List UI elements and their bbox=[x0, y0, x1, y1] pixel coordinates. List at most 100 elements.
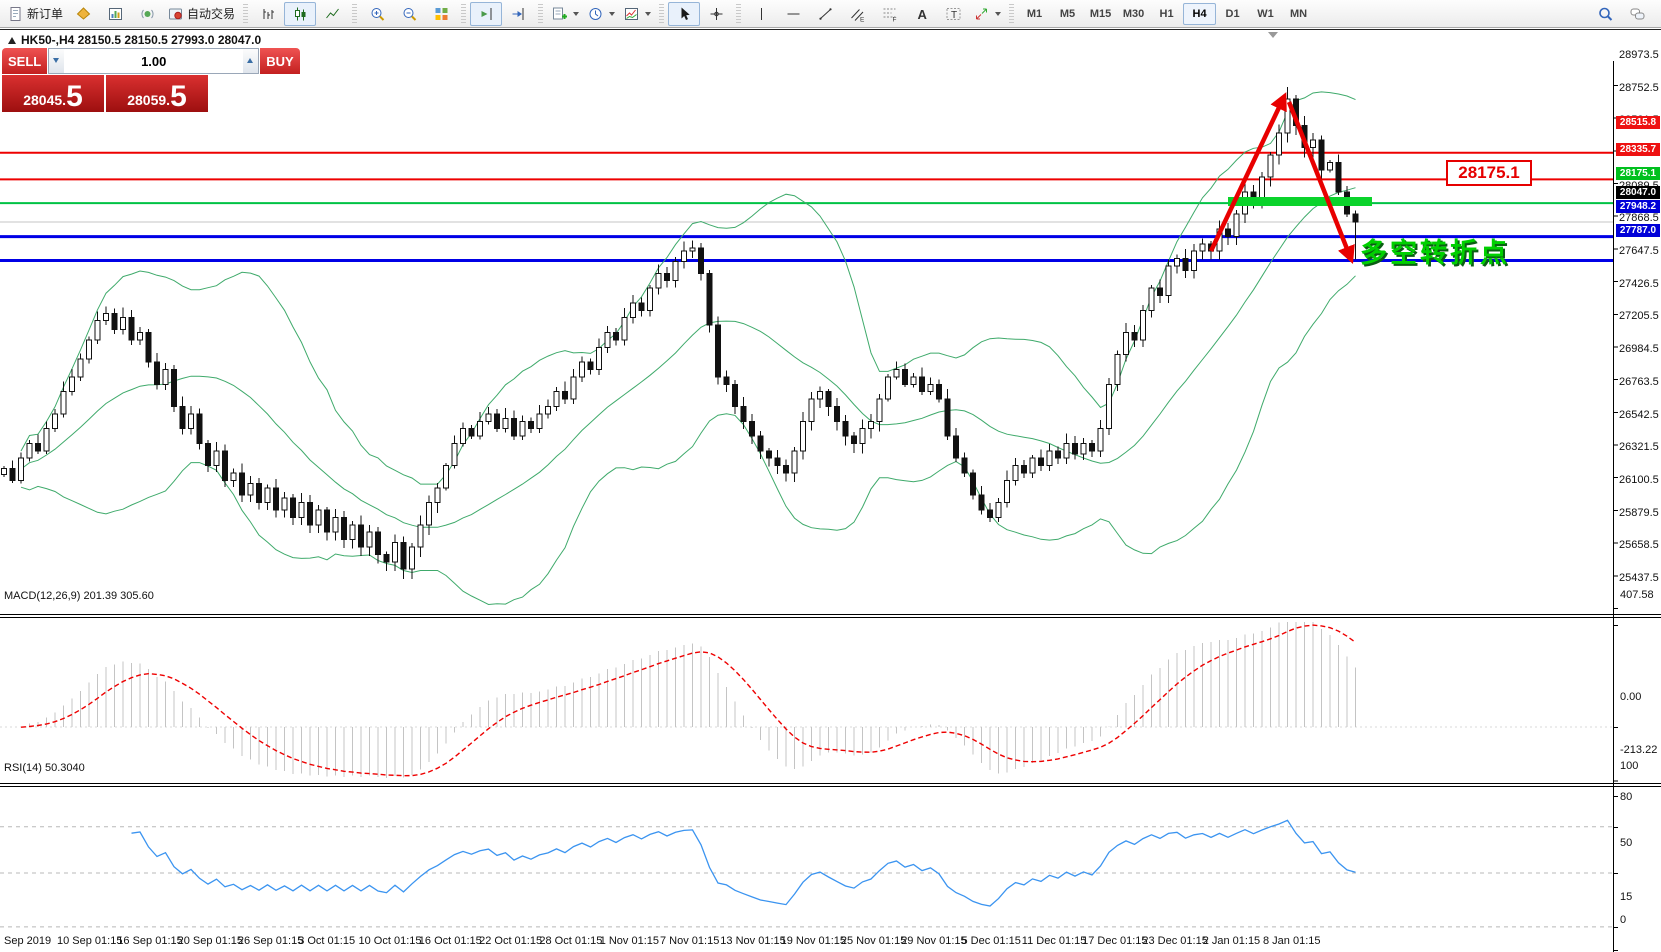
market-watch-icon bbox=[76, 6, 90, 20]
templates-icon bbox=[625, 7, 639, 20]
timeframe-m5-button[interactable]: M5 bbox=[1051, 3, 1084, 25]
line-price-label[interactable]: 27787.0 bbox=[1616, 223, 1660, 237]
price-axis[interactable] bbox=[1614, 31, 1661, 930]
timeframe-d1-button[interactable]: D1 bbox=[1216, 3, 1249, 25]
timeframe-m30-button[interactable]: M30 bbox=[1117, 3, 1150, 25]
turning-point-label[interactable]: 多空转折点 bbox=[1360, 238, 1510, 268]
sell-price-int: 28045 bbox=[23, 92, 63, 108]
main-toolbar: 新订单 自动交易 E F A T M1 M5 M15 M30 H1 H4 D1 W1 MN bbox=[0, 0, 1661, 28]
periods-icon bbox=[589, 7, 602, 20]
svg-text:T: T bbox=[951, 10, 957, 21]
chat-button[interactable] bbox=[1621, 2, 1653, 26]
volume-increase-button[interactable] bbox=[243, 49, 259, 73]
volume-input[interactable] bbox=[64, 49, 244, 73]
chart-shift-marker[interactable] bbox=[1268, 32, 1278, 38]
volume-control bbox=[48, 48, 260, 74]
text-button[interactable]: A bbox=[905, 2, 937, 26]
text-label-button[interactable]: T bbox=[937, 2, 969, 26]
buy-price-frac: 5 bbox=[170, 80, 187, 113]
zoom-out-button[interactable] bbox=[393, 2, 425, 26]
sell-price-dot: . bbox=[62, 92, 67, 108]
zoom-in-icon bbox=[371, 7, 384, 21]
toolbar-grip bbox=[736, 3, 742, 24]
toolbar-grip bbox=[1009, 3, 1015, 24]
trendline-button[interactable] bbox=[809, 2, 841, 26]
sell-price[interactable]: 28045. 5 bbox=[2, 75, 104, 112]
new-order-icon bbox=[10, 6, 21, 21]
fibonacci-button[interactable]: F bbox=[873, 2, 905, 26]
arrows-icon bbox=[976, 8, 988, 19]
timeframe-mn-button[interactable]: MN bbox=[1282, 3, 1315, 25]
chart-canvas[interactable] bbox=[0, 30, 1661, 952]
toolbar-right bbox=[1589, 2, 1653, 26]
sell-button[interactable]: SELL bbox=[2, 48, 48, 74]
buy-price[interactable]: 28059. 5 bbox=[106, 75, 208, 112]
vertical-line-icon bbox=[760, 7, 762, 20]
tile-windows-button[interactable] bbox=[425, 2, 457, 26]
candlestick-chart-button[interactable] bbox=[284, 1, 317, 26]
cursor-icon bbox=[681, 7, 690, 20]
candlestick-chart-icon bbox=[294, 7, 306, 20]
chevron-down-icon bbox=[645, 11, 652, 16]
volume-decrease-button[interactable] bbox=[49, 49, 65, 73]
price-annotation-box[interactable]: 28175.1 bbox=[1446, 160, 1532, 186]
sell-price-frac: 5 bbox=[66, 80, 83, 113]
crosshair-button[interactable] bbox=[700, 2, 732, 26]
zoom-out-icon bbox=[403, 7, 416, 21]
signals-button[interactable] bbox=[131, 2, 163, 26]
arrows-button[interactable] bbox=[969, 2, 1005, 26]
autotrading-button[interactable]: 自动交易 bbox=[163, 2, 239, 26]
time-axis[interactable] bbox=[0, 931, 1613, 952]
line-price-label[interactable]: 28335.7 bbox=[1616, 142, 1660, 156]
horizontal-line-button[interactable] bbox=[777, 2, 809, 26]
timeframe-h1-button-label: H1 bbox=[1159, 7, 1174, 20]
cursor-button[interactable] bbox=[668, 1, 701, 26]
zoom-in-button[interactable] bbox=[361, 2, 393, 26]
equidistant-channel-button[interactable]: E bbox=[841, 2, 873, 26]
vertical-line-button[interactable] bbox=[745, 2, 777, 26]
line-price-label[interactable]: 28175.1 bbox=[1616, 166, 1660, 180]
timeframe-h1-button[interactable]: H1 bbox=[1150, 3, 1183, 25]
chevron-down-icon bbox=[995, 11, 1002, 16]
periods-button[interactable] bbox=[583, 2, 619, 26]
timeframe-w1-button[interactable]: W1 bbox=[1249, 3, 1282, 25]
line-price-label[interactable]: 28515.8 bbox=[1616, 116, 1660, 130]
search-button[interactable] bbox=[1589, 2, 1621, 26]
timeframe-m1-button-label: M1 bbox=[1026, 7, 1043, 20]
crosshair-icon bbox=[710, 7, 723, 20]
line-chart-icon bbox=[325, 8, 339, 18]
text-label-icon: T bbox=[946, 7, 961, 21]
chart-window bbox=[0, 29, 1661, 952]
chevron-down-icon bbox=[609, 11, 616, 16]
bar-chart-button[interactable] bbox=[252, 2, 284, 26]
svg-text:F: F bbox=[892, 16, 896, 23]
timeframe-m1-button[interactable]: M1 bbox=[1018, 3, 1051, 25]
buy-button[interactable]: BUY bbox=[260, 48, 300, 74]
charts-button[interactable] bbox=[99, 2, 131, 26]
market-watch-button[interactable] bbox=[67, 2, 99, 26]
chat-icon bbox=[1630, 8, 1644, 19]
timeframe-m15-button[interactable]: M15 bbox=[1084, 3, 1117, 25]
new-chart-icon bbox=[553, 7, 568, 19]
horizontal-line-icon bbox=[787, 13, 800, 14]
timeframe-mn-button-label: MN bbox=[1289, 7, 1308, 20]
trendline-icon bbox=[818, 7, 832, 20]
auto-scroll-button[interactable] bbox=[502, 2, 534, 26]
svg-text:A: A bbox=[917, 7, 927, 22]
templates-button[interactable] bbox=[619, 2, 655, 26]
text-icon: A bbox=[917, 7, 927, 22]
chart-shift-icon bbox=[481, 7, 492, 20]
charts-icon bbox=[108, 7, 122, 20]
timeframe-w1-button-label: W1 bbox=[1257, 7, 1274, 20]
new-order-button[interactable]: 新订单 bbox=[3, 2, 67, 26]
chart-shift-button[interactable] bbox=[470, 1, 503, 26]
new-chart-button[interactable] bbox=[547, 2, 583, 26]
line-chart-button[interactable] bbox=[316, 2, 348, 26]
timeframe-h4-button[interactable]: H4 bbox=[1183, 2, 1217, 25]
chevron-down-icon bbox=[573, 11, 580, 16]
line-price-label[interactable]: 27948.2 bbox=[1616, 200, 1660, 214]
toolbar-grip bbox=[243, 3, 249, 24]
timeframe-h4-button-label: H4 bbox=[1192, 7, 1207, 20]
equidistant-channel-icon: E bbox=[850, 8, 865, 23]
